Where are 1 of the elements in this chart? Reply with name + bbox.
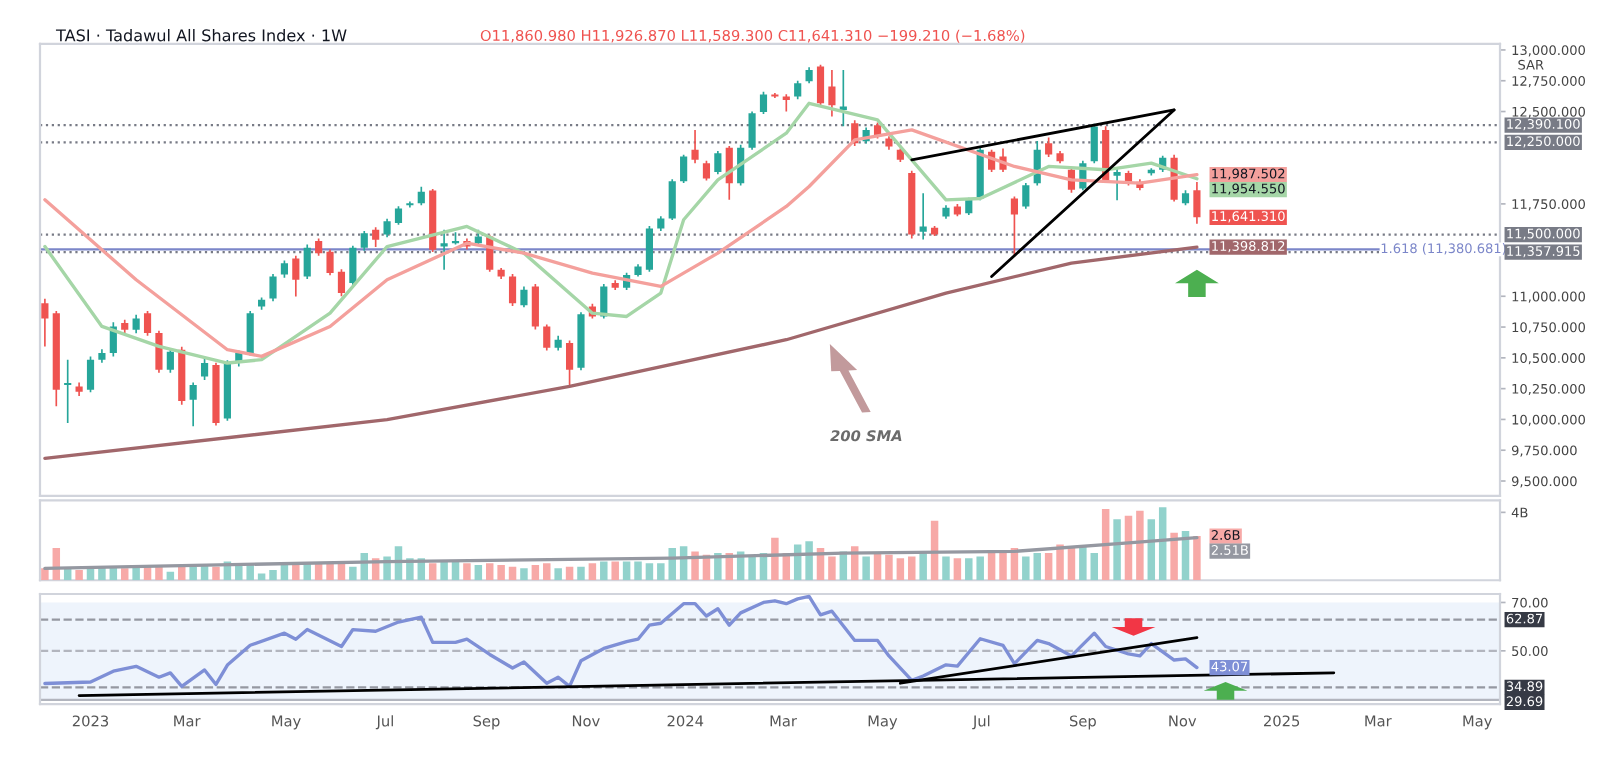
chart-title: TASI · Tadawul All Shares Index · 1W <box>55 28 347 42</box>
